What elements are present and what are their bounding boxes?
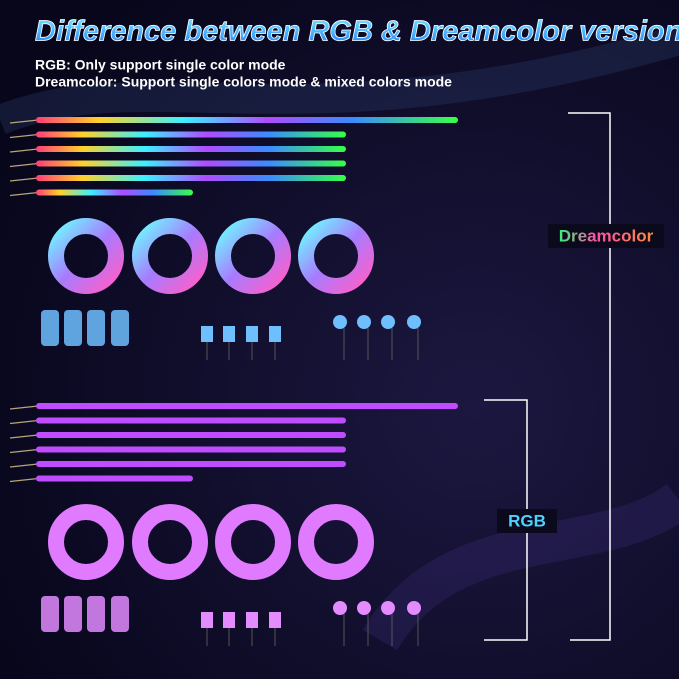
led-module xyxy=(111,310,129,346)
wire xyxy=(9,148,39,153)
led-module xyxy=(64,596,82,632)
led-chip xyxy=(201,326,213,342)
led-chip xyxy=(223,612,235,628)
wire xyxy=(9,434,39,439)
light-bar xyxy=(36,175,346,181)
led-module xyxy=(87,596,105,632)
led-bulb xyxy=(407,601,421,615)
group-label: RGB xyxy=(508,511,546,530)
led-bulb xyxy=(407,315,421,329)
wire xyxy=(9,405,39,410)
led-chip xyxy=(246,612,258,628)
light-ring xyxy=(48,218,124,294)
led-chip xyxy=(269,326,281,342)
label-bg xyxy=(548,224,664,248)
wire xyxy=(9,463,39,468)
led-module xyxy=(41,596,59,632)
wire xyxy=(9,191,39,197)
light-ring xyxy=(132,218,208,294)
light-ring xyxy=(298,504,374,580)
led-bulb xyxy=(381,601,395,615)
swirl xyxy=(0,25,679,134)
led-module xyxy=(87,310,105,346)
light-ring xyxy=(215,218,291,294)
light-bar xyxy=(36,131,346,138)
wire xyxy=(9,162,39,168)
light-ring xyxy=(215,504,291,580)
led-chip xyxy=(223,326,235,342)
light-bar xyxy=(36,417,346,424)
wire xyxy=(9,477,39,483)
light-ring xyxy=(132,504,208,580)
led-module xyxy=(64,310,82,346)
swirl xyxy=(362,483,679,651)
light-ring xyxy=(298,218,374,294)
light-ring xyxy=(48,504,124,580)
led-bulb xyxy=(357,315,371,329)
led-chip xyxy=(269,612,281,628)
wire xyxy=(9,419,39,425)
led-module xyxy=(41,310,59,346)
light-bar xyxy=(36,117,458,123)
light-bar xyxy=(36,461,346,467)
led-chip xyxy=(246,326,258,342)
led-module xyxy=(111,596,129,632)
wire xyxy=(9,119,39,124)
led-bulb xyxy=(333,601,347,615)
light-bar xyxy=(36,160,346,167)
description: RGB: Only support single color mode xyxy=(35,57,286,73)
group-label: Dreamcolor xyxy=(559,226,654,245)
description: Dreamcolor: Support single colors mode &… xyxy=(35,74,452,90)
led-chip xyxy=(201,612,213,628)
light-bar xyxy=(36,446,346,453)
led-bulb xyxy=(333,315,347,329)
label-bg xyxy=(497,509,557,533)
light-bar xyxy=(36,475,193,482)
led-bulb xyxy=(357,601,371,615)
light-bar xyxy=(36,432,346,438)
led-bulb xyxy=(381,315,395,329)
wire xyxy=(9,177,39,182)
wire xyxy=(9,448,39,454)
wire xyxy=(9,133,39,139)
bracket xyxy=(568,112,611,641)
title: Difference between RGB & Dreamcolor vers… xyxy=(35,16,679,48)
light-bar xyxy=(36,189,193,196)
light-bar xyxy=(36,403,458,409)
light-bar xyxy=(36,146,346,152)
